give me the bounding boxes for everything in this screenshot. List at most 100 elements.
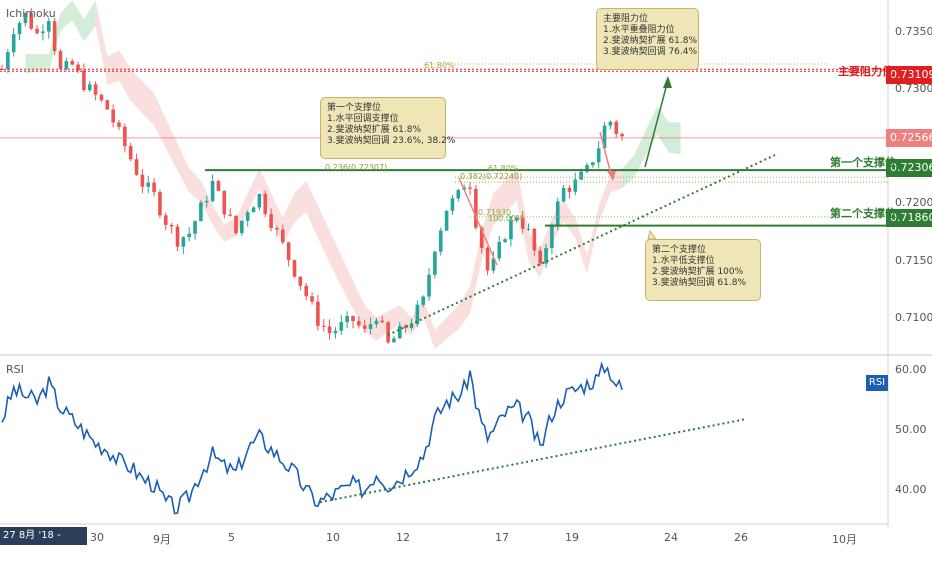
rsi-series <box>1 361 746 515</box>
cloud-segment <box>657 106 669 153</box>
cloud-segment <box>165 118 178 171</box>
candle-body <box>187 233 191 238</box>
cloud-segment <box>154 93 166 149</box>
cloud-segment <box>575 218 587 274</box>
candle-body <box>257 193 262 208</box>
candle-body <box>304 285 308 297</box>
cloud-segment <box>224 218 236 243</box>
candle-body <box>403 325 408 329</box>
candle-body <box>99 94 104 101</box>
candle-body <box>438 230 443 252</box>
candle-body <box>52 21 57 52</box>
fib-drop-arrow <box>458 177 498 266</box>
candle-body <box>497 241 502 259</box>
fib-label: 0.236(0.72307) <box>325 163 388 172</box>
candle-body <box>263 193 268 215</box>
cloud-segment <box>668 122 681 155</box>
candle-body <box>380 320 385 323</box>
bullish-arrow-head <box>663 76 672 88</box>
rsi-tick: 60.00 <box>895 363 927 376</box>
candle-body <box>70 61 74 65</box>
candle-body <box>544 247 548 264</box>
candle-body <box>608 121 613 126</box>
candle-body <box>64 61 69 69</box>
candle-body <box>35 28 39 34</box>
crosshair-date-label: 27 8月 '18 - 09:00 <box>0 527 87 559</box>
rsi-tick: 40.00 <box>895 483 927 496</box>
cloud-segment <box>142 81 155 126</box>
fib-label: 100.00% <box>488 214 524 223</box>
cloud-segment <box>388 305 400 332</box>
cloud-segment <box>83 0 96 42</box>
candle-body <box>339 322 344 331</box>
candle-body <box>398 325 402 339</box>
cloud-segment <box>446 305 459 339</box>
rsi-tick: 50.00 <box>895 423 927 436</box>
cloud-segment <box>329 230 342 287</box>
candle-body <box>152 182 156 193</box>
candle-body <box>222 190 227 215</box>
candle-body <box>485 247 490 271</box>
cloud-segment <box>481 193 494 261</box>
cloud-segment <box>353 280 365 332</box>
candle-body <box>76 64 80 71</box>
candle-body <box>468 187 472 189</box>
rsi-title: RSI <box>6 363 24 376</box>
second-support-note: 第二个支撑位 1.水平低支撑位 2.斐波纳契扩展 100% 3.斐波纳契回调 6… <box>645 239 761 301</box>
candle-body <box>292 260 297 277</box>
fib-label: 0.71930 <box>478 208 512 217</box>
cloud-segment <box>458 286 470 330</box>
x-tick: 12 <box>396 531 410 544</box>
candle-body <box>409 324 414 329</box>
candle-body <box>503 239 507 242</box>
candle-body <box>23 13 28 23</box>
major-resistance-note: 主要阻力位 1.水平重叠阻力位 2.斐波纳契扩展 61.8% 3.斐波纳契回调 … <box>596 8 699 70</box>
candle-body <box>240 220 244 234</box>
candle-body <box>298 276 303 286</box>
candle-body <box>193 221 197 234</box>
candle-body <box>204 200 209 203</box>
x-tick: 26 <box>734 531 748 544</box>
cloud-segment <box>423 299 435 350</box>
second-support-label: 第二个支撑位 <box>830 207 896 220</box>
candle-body <box>591 162 595 166</box>
candle-body <box>456 189 461 199</box>
cloud-segment <box>645 106 658 157</box>
cloud-segment <box>107 50 119 85</box>
cloud-segment <box>622 155 634 188</box>
chart-title: Ichimoku <box>6 7 56 20</box>
candle-body <box>245 212 250 221</box>
cloud-segment <box>177 143 190 193</box>
cloud-segment <box>505 168 517 214</box>
candle-body <box>351 315 355 322</box>
candle-body <box>93 84 98 95</box>
x-tick: 5 <box>228 531 235 544</box>
candle-body <box>421 296 425 305</box>
x-tick: 24 <box>664 531 678 544</box>
candle-body <box>491 258 496 271</box>
chart-canvas[interactable] <box>0 0 932 550</box>
x-tick: 10 <box>326 531 340 544</box>
candle-body <box>327 326 332 334</box>
major-resistance-price-label: 0.73109 <box>886 66 932 84</box>
candle-body <box>567 187 572 192</box>
candle-body <box>602 125 607 149</box>
candle-body <box>134 159 139 175</box>
candle-body <box>17 22 22 35</box>
candlestick-series <box>0 8 624 344</box>
candle-body <box>374 320 379 325</box>
candle-body <box>392 338 396 343</box>
candle-body <box>345 315 349 323</box>
candle-body <box>479 227 484 248</box>
cloud-segment <box>72 0 84 42</box>
candle-body <box>386 322 390 343</box>
bullish-arrow <box>644 79 669 168</box>
fib-label: 61.80% <box>424 61 455 70</box>
candle-body <box>532 228 537 251</box>
candle-body <box>474 188 478 228</box>
candle-body <box>41 31 45 34</box>
cloud-segment <box>563 199 576 238</box>
support-trendline <box>387 154 776 336</box>
